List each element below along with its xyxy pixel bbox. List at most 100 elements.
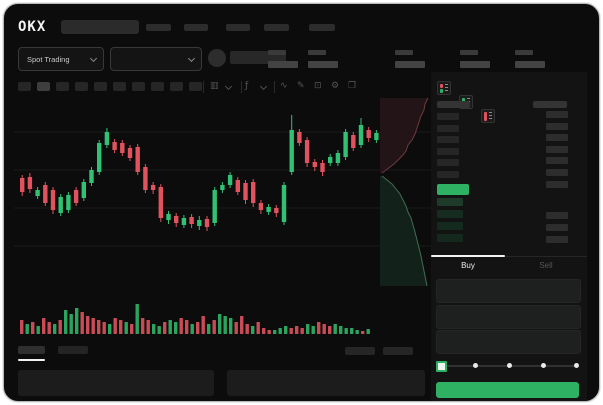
ask-price-placeholder [437,159,459,167]
interval-button-5[interactable] [94,82,107,91]
search-input[interactable] [61,20,139,34]
book-icon-line [489,115,492,116]
book-icon-line [445,87,448,88]
okx-logo[interactable]: OKX [18,18,46,36]
book-asks-icon[interactable] [481,109,495,123]
slider-stop-50pct[interactable] [507,363,512,368]
bid-price-placeholder [437,210,463,218]
stat-value-2 [308,61,338,68]
ask-amount-placeholder [546,111,568,118]
nav-item-2[interactable] [184,24,208,31]
bottom-panel-right [227,370,425,396]
ask-price-placeholder [437,124,459,132]
book-combined-icon[interactable] [437,81,451,95]
fullscreen-icon[interactable]: ❐ [348,81,357,91]
stat-label-2 [308,50,326,55]
ask-color-bar [484,112,487,121]
amount-slider[interactable] [436,361,579,372]
bottom-panel-left [18,370,214,396]
pair-coin-icon [208,49,226,67]
order-book-view-toggles [437,81,517,123]
bid-amount-placeholder [546,212,568,219]
bottom-tab-inactive[interactable] [58,346,88,354]
amount-input[interactable] [436,305,581,329]
ask-price-placeholder [437,113,459,120]
slider-stop-25pct[interactable] [473,363,478,368]
tab-sell[interactable]: Sell [539,261,553,270]
interval-button-3[interactable] [56,82,69,91]
ask-price-placeholder [437,147,459,155]
book-icon-line [445,90,448,91]
draw-icon[interactable]: ✎ [297,81,305,91]
camera-icon[interactable]: ⊡ [314,81,322,91]
market-type-dropdown[interactable]: Spot Trading [18,47,104,71]
last-price-bar[interactable] [437,184,469,195]
bid-price-placeholder [437,222,463,230]
stat-value-4 [460,61,490,68]
ask-amount-placeholder [546,122,568,130]
bottom-tab-active[interactable] [18,346,45,354]
buy-tab-underline [431,255,505,257]
bid-price-placeholder [437,234,463,242]
tab-buy[interactable]: Buy [461,261,475,270]
chevron-down-icon[interactable] [224,82,233,91]
book-icon-line [467,98,470,99]
slider-stop-0pct[interactable] [436,361,447,372]
pair-selector-dropdown[interactable] [110,47,202,71]
nav-item-3[interactable] [226,24,250,31]
settings-gear-icon[interactable]: ⚙ [331,81,340,91]
order-book-header-amount [533,101,567,108]
stat-label-5 [515,50,533,55]
stat-value-5 [515,61,545,68]
interval-button-6[interactable] [113,82,126,91]
stat-value-3 [395,61,425,68]
ask-amount-placeholder [546,157,568,165]
ask-price-placeholder [437,136,459,144]
candle-style-icon[interactable]: ▥ [210,81,219,91]
interval-button-8[interactable] [151,82,164,91]
stat-label-4 [460,50,478,55]
chart-gridlines [14,131,434,247]
chevron-down-icon [187,54,196,62]
toolbar-divider [241,81,242,93]
interval-button-9[interactable] [170,82,183,91]
order-book-header-price [437,101,470,108]
slider-stop-100pct[interactable] [574,363,579,368]
bid-color-bar [440,89,443,93]
indicator-icon[interactable]: ƒ [245,81,249,91]
chevron-down-icon [89,54,98,62]
bid-amount-placeholder [546,236,568,243]
bottom-bar-control-1[interactable] [345,347,375,355]
toolbar-divider [274,81,275,93]
buy-button[interactable] [436,382,579,398]
interval-button-10[interactable] [189,82,202,91]
bottom-tab-underline [18,359,45,361]
okx-logo-text: OKX [18,19,47,35]
ask-amount-placeholder [546,145,568,153]
book-icon-line [489,112,492,113]
slider-stop-75pct[interactable] [541,363,546,368]
nav-item-1[interactable] [146,24,171,31]
bottom-bar-control-2[interactable] [383,347,413,355]
stat-label-1 [268,50,286,55]
toolbar-divider [203,81,204,93]
candlestick-chart[interactable] [14,96,434,342]
total-input[interactable] [436,330,581,354]
interval-button-2[interactable] [37,82,50,91]
book-icon-line [445,84,448,85]
price-input[interactable] [436,279,581,303]
bid-amount-placeholder [546,224,568,231]
tab-divider [431,256,587,257]
interval-button-4[interactable] [75,82,88,91]
interval-button-7[interactable] [132,82,145,91]
ask-amount-placeholder [546,180,568,188]
order-book-trade-panel: Buy Sell [431,72,587,401]
candlestick-series [20,115,379,231]
nav-item-4[interactable] [264,24,289,31]
chevron-down-icon[interactable] [259,82,268,91]
stat-value-1 [268,61,298,68]
interval-button-1[interactable] [18,82,31,91]
nav-item-5[interactable] [309,24,335,31]
wave-icon[interactable]: ∿ [280,81,288,91]
